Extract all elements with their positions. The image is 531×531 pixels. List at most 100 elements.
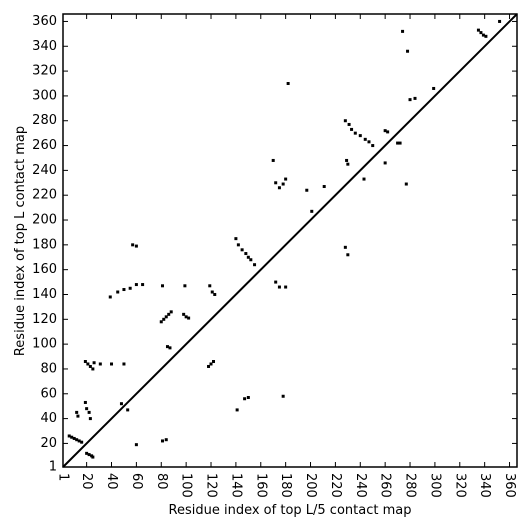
y-tick-label: 240 <box>32 163 57 178</box>
y-tick-label: 120 <box>32 312 57 327</box>
contact-point <box>413 96 417 100</box>
contact-point <box>246 395 250 399</box>
contact-point <box>98 362 102 366</box>
contact-point <box>88 364 92 368</box>
contact-point <box>184 315 188 319</box>
contact-point <box>484 34 488 38</box>
x-tick-label: 280 <box>403 473 418 498</box>
contact-point <box>347 122 351 126</box>
diagonal <box>62 13 518 468</box>
x-tick-label: 100 <box>179 473 194 498</box>
contact-point <box>134 443 138 447</box>
x-tick-label: 240 <box>353 473 368 498</box>
contact-point <box>85 407 89 411</box>
contact-point <box>432 86 436 90</box>
x-axis-label: Residue index of top L/5 contact map <box>169 503 412 518</box>
contact-point <box>408 98 412 102</box>
x-tick-label: 120 <box>204 473 219 498</box>
contact-point <box>481 33 485 37</box>
contact-point <box>141 283 145 287</box>
contact-point <box>281 394 285 398</box>
y-tick-label: 180 <box>32 237 57 252</box>
contact-point <box>87 410 91 414</box>
contact-point <box>76 414 80 418</box>
contact-point <box>243 397 247 401</box>
contact-point <box>83 400 87 404</box>
contact-point <box>122 288 126 292</box>
x-tick-label: 260 <box>378 473 393 498</box>
y-tick-label: 220 <box>32 188 57 203</box>
plot-frame <box>62 13 518 468</box>
contact-point <box>353 131 357 135</box>
contact-point <box>277 186 281 190</box>
contact-point <box>70 435 74 439</box>
contact-point <box>236 243 240 247</box>
contact-point <box>363 137 367 141</box>
contact-point <box>182 312 186 316</box>
contact-point <box>110 362 114 366</box>
contact-point <box>128 286 132 290</box>
contact-point <box>187 316 191 320</box>
contact-point <box>358 134 362 138</box>
y-tick-label: 360 <box>32 14 57 29</box>
x-tick-label: 200 <box>303 473 318 498</box>
contact-point <box>131 243 135 247</box>
contact-point <box>479 31 483 35</box>
y-tick-label: 260 <box>32 138 57 153</box>
contact-point <box>183 284 187 288</box>
contact-point <box>240 248 244 252</box>
contact-point <box>244 252 248 256</box>
y-tick-label: 200 <box>32 213 57 228</box>
contact-point <box>343 119 347 123</box>
contact-point <box>235 408 239 412</box>
contact-point <box>246 255 250 259</box>
x-tick-label: 80 <box>154 473 169 490</box>
x-tick-label: 340 <box>477 473 492 498</box>
contact-point <box>345 158 349 162</box>
x-tick-label: 320 <box>452 473 467 498</box>
x-tick-label: 360 <box>502 473 517 498</box>
contact-point <box>208 284 212 288</box>
y-tick-label: 140 <box>32 287 57 302</box>
x-tick-label: 160 <box>253 473 268 498</box>
contact-point <box>322 185 326 189</box>
y-tick-label: 1 <box>49 460 57 475</box>
contact-point <box>383 129 387 133</box>
contact-point <box>159 320 163 324</box>
contact-point <box>164 438 168 442</box>
contact-point <box>253 263 257 267</box>
contact-point <box>284 285 288 289</box>
contact-point <box>161 439 165 443</box>
contact-point <box>210 290 214 294</box>
contact-point <box>86 362 90 366</box>
contact-point <box>85 451 89 455</box>
contact-point <box>119 402 123 406</box>
y-tick-label: 300 <box>32 88 57 103</box>
contact-point <box>343 245 347 249</box>
contact-point <box>386 130 390 134</box>
contact-point <box>164 315 168 319</box>
contact-point <box>396 141 400 145</box>
contact-point <box>134 283 138 287</box>
contact-point <box>249 258 253 262</box>
contact-point <box>406 49 410 53</box>
contact-point <box>116 290 120 294</box>
contact-point <box>305 188 309 192</box>
contact-point <box>310 209 314 213</box>
contact-point <box>75 410 79 414</box>
contact-point <box>92 361 96 365</box>
y-tick-label: 80 <box>40 361 57 376</box>
contact-point <box>371 144 375 148</box>
contact-point <box>168 346 172 350</box>
contact-point <box>108 295 112 299</box>
x-tick-label: 180 <box>278 473 293 498</box>
contact-point <box>83 360 87 364</box>
contact-point <box>91 367 95 371</box>
contact-point <box>77 439 81 443</box>
contact-point <box>169 310 173 314</box>
contact-point <box>274 280 278 284</box>
contact-point <box>350 127 354 131</box>
contact-point <box>383 161 387 165</box>
x-tick-label: 1 <box>56 473 71 481</box>
